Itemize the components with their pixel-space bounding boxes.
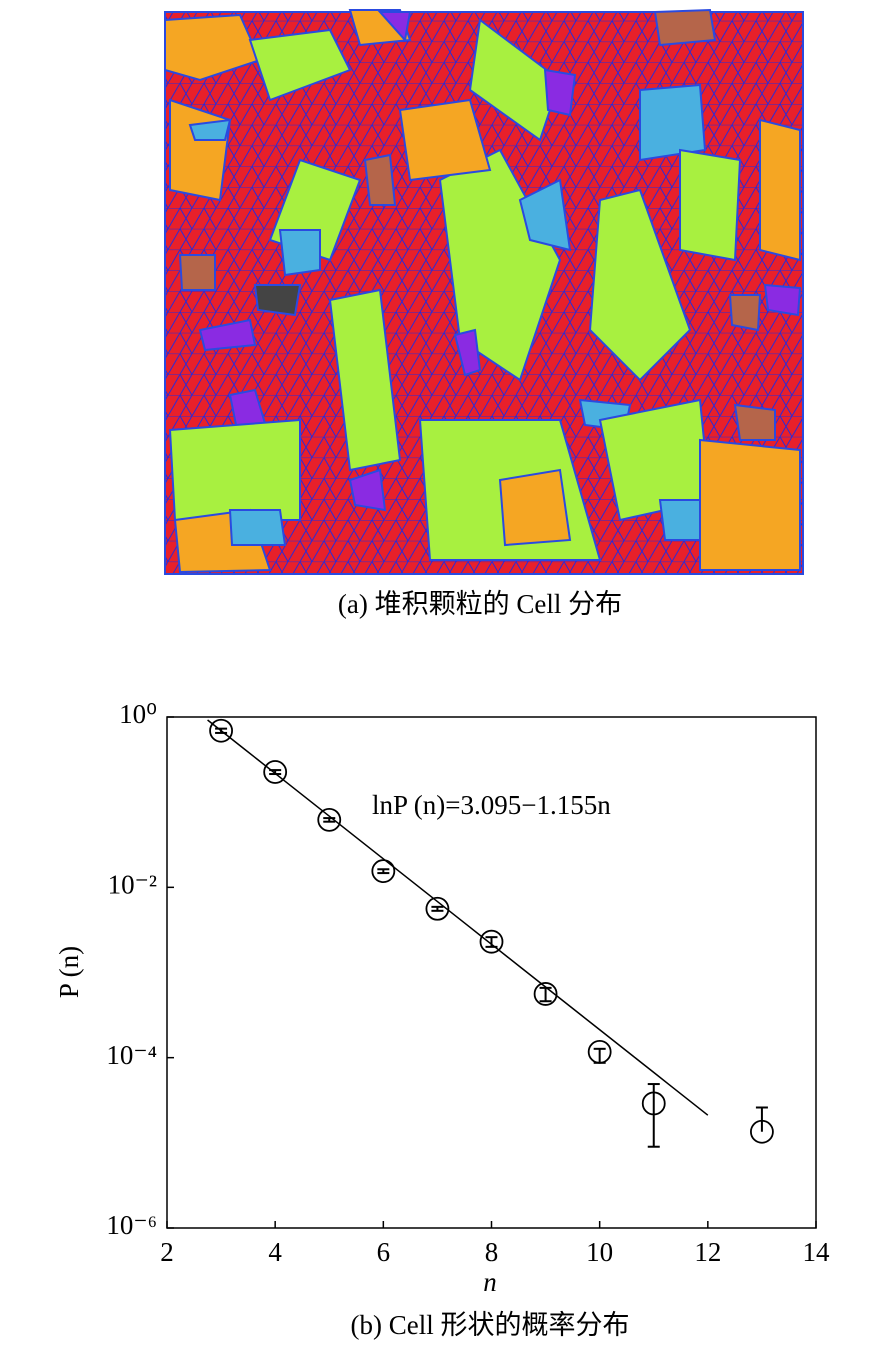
point — [425, 896, 450, 921]
point — [317, 807, 342, 832]
x-tick-label: 12 — [694, 1237, 721, 1267]
point — [371, 859, 396, 884]
y-axis-label: P (n) — [54, 946, 84, 998]
caption-b: (b) Cell 形状的概率分布 — [351, 1310, 630, 1340]
point — [479, 929, 504, 954]
y-tick-label: 10⁻⁴ — [106, 1040, 157, 1070]
point — [533, 982, 558, 1006]
x-tick-label: 10 — [586, 1237, 613, 1267]
x-tick-label: 4 — [268, 1237, 282, 1267]
point — [209, 718, 233, 743]
point — [587, 1039, 612, 1064]
fit-line — [207, 719, 709, 1116]
x-tick-label: 2 — [160, 1237, 174, 1267]
x-tick-label: 6 — [377, 1237, 391, 1267]
annotation: lnP (n)=3.095−1.155n — [372, 790, 611, 820]
point — [641, 1091, 666, 1116]
y-tick-label: 10⁻⁶ — [106, 1210, 157, 1240]
x-tick-label: 14 — [803, 1237, 831, 1267]
y-tick-label: 10⁻² — [108, 870, 157, 900]
caption-a: (a) 堆积颗粒的 Cell 分布 — [338, 589, 622, 619]
y-tick-label: 10⁰ — [119, 699, 157, 729]
point — [263, 760, 288, 784]
chart: lnP (n)=3.095−1.155n n P (n) (b) Cell 形状… — [54, 699, 830, 1340]
x-tick-label: 8 — [485, 1237, 499, 1267]
cell-mosaic — [164, 8, 804, 575]
x-axis-label: n — [483, 1267, 497, 1297]
point — [750, 1119, 774, 1144]
